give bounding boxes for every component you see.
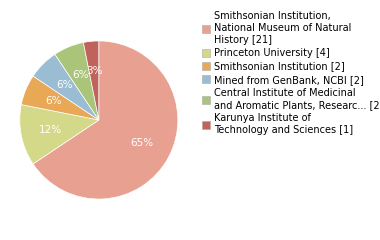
Wedge shape — [20, 105, 99, 164]
Text: 6%: 6% — [56, 80, 73, 90]
Text: 6%: 6% — [45, 96, 62, 106]
Text: 65%: 65% — [130, 138, 154, 148]
Wedge shape — [33, 54, 99, 120]
Wedge shape — [21, 76, 99, 120]
Wedge shape — [55, 42, 99, 120]
Wedge shape — [83, 41, 99, 120]
Text: 3%: 3% — [86, 66, 102, 76]
Wedge shape — [33, 41, 178, 199]
Text: 6%: 6% — [72, 70, 88, 80]
Legend: Smithsonian Institution,
National Museum of Natural
History [21], Princeton Univ: Smithsonian Institution, National Museum… — [201, 11, 380, 135]
Text: 12%: 12% — [39, 125, 62, 135]
